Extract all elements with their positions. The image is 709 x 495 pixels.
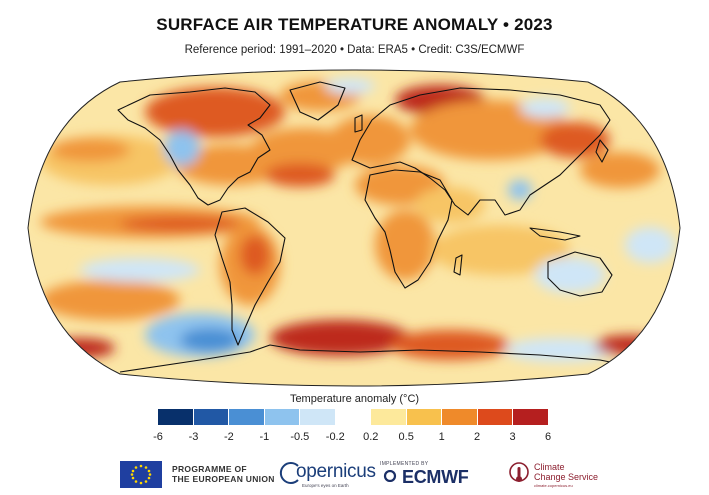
coast-africa bbox=[364, 169, 453, 289]
anomaly-nino-core bbox=[120, 216, 240, 232]
climate-thermometer-icon bbox=[509, 462, 529, 482]
anomaly-sw-pac-south bbox=[45, 338, 115, 358]
colorbar-tick-label: 3 bbox=[509, 431, 516, 443]
anomaly-wpac-cool bbox=[625, 227, 675, 263]
anomaly-arabia bbox=[415, 187, 485, 223]
coast-north-america bbox=[117, 87, 271, 206]
map-title: SURFACE AIR TEMPERATURE ANOMALY • 2023 bbox=[156, 15, 553, 34]
anomaly-weddell bbox=[270, 320, 410, 356]
colorbar-segment bbox=[193, 409, 230, 425]
coast-eurasia bbox=[351, 87, 611, 216]
colorbar-segment bbox=[229, 409, 265, 425]
logo-strip: PROGRAMME OF THE EUROPEAN UNION opernicu… bbox=[0, 458, 709, 488]
anomaly-australia-cool bbox=[535, 257, 605, 293]
map-subtitle: Reference period: 1991–2020 • Data: ERA5… bbox=[184, 44, 525, 56]
eu-line-2: THE EUROPEAN UNION bbox=[172, 474, 275, 484]
eu-line-1: PROGRAMME OF bbox=[172, 464, 247, 474]
colorbar-segment bbox=[513, 409, 549, 425]
anomaly-natl-core bbox=[265, 163, 335, 187]
ccs-url-text: climate.copernicus.eu bbox=[534, 483, 573, 488]
coast-antarctica bbox=[119, 344, 641, 373]
colorbar-tick-label: -1 bbox=[259, 431, 270, 443]
colorbar-tick-label: -6 bbox=[153, 431, 163, 443]
copernicus-tagline: Europe's eyes on Earth bbox=[302, 483, 349, 488]
anomaly-ross-cool bbox=[505, 338, 615, 362]
ecmwf-implemented-by: IMPLEMENTED BY bbox=[380, 461, 429, 467]
eu-flag-icon bbox=[120, 461, 162, 488]
colorbar-segment bbox=[335, 409, 372, 425]
anomaly-e-asia bbox=[540, 122, 610, 158]
anomaly-us-west-cool bbox=[164, 130, 200, 166]
colorbar-segment bbox=[442, 409, 478, 425]
colorbar-segment bbox=[264, 409, 301, 425]
anomaly-himalaya-cool bbox=[508, 180, 532, 200]
globe-outline bbox=[27, 69, 681, 387]
coast-japan bbox=[595, 139, 609, 163]
coast-indonesia bbox=[529, 227, 581, 241]
colorbar-tick-label: 1 bbox=[438, 431, 445, 443]
colorbar-segment bbox=[300, 409, 336, 425]
ecmwf-wordmark: ECMWF bbox=[402, 467, 469, 487]
coast-south-america bbox=[214, 207, 286, 346]
colorbar-tick-label: -2 bbox=[224, 431, 234, 443]
anomaly-sepac-cool bbox=[80, 258, 200, 282]
eu-programme-text: PROGRAMME OF THE EUROPEAN UNION bbox=[172, 464, 275, 484]
ecmwf-logo-icon bbox=[383, 470, 397, 482]
colorbar-segment bbox=[158, 409, 194, 425]
colorbar-tick-label: 0.5 bbox=[398, 431, 414, 443]
ccs-line-2: Change Service bbox=[534, 472, 599, 482]
anomaly-indian-ocean bbox=[430, 225, 570, 275]
colorbar-segment bbox=[477, 409, 514, 425]
anomaly-npac-core bbox=[50, 138, 130, 162]
copernicus-wordmark: opernicus bbox=[296, 461, 376, 482]
anomaly-amundsen-core bbox=[180, 328, 240, 352]
colorbar-tick-label: 2 bbox=[474, 431, 481, 443]
anomaly-europe bbox=[330, 115, 410, 165]
anomaly-spac bbox=[40, 280, 180, 320]
anomaly-pacific-japan bbox=[580, 152, 660, 188]
ccs-line-1: Climate bbox=[534, 462, 565, 472]
colorbar-tick-label: -0.2 bbox=[325, 431, 345, 443]
colorbar-tick-label: 6 bbox=[544, 431, 552, 443]
anomaly-siberia-cool bbox=[520, 98, 570, 118]
colorbar-segment bbox=[406, 409, 443, 425]
climate-change-service-text: Climate Change Service bbox=[534, 462, 598, 482]
copernicus-c-icon bbox=[279, 462, 299, 484]
anomaly-e-antarctica bbox=[390, 330, 510, 360]
coast-australia bbox=[547, 251, 613, 297]
coast-greenland bbox=[289, 81, 346, 121]
anomaly-arctic-cool bbox=[325, 78, 375, 94]
anomaly-samerica-core bbox=[240, 235, 270, 275]
legend-title: Temperature anomaly (°C) bbox=[289, 393, 420, 405]
coast-madagascar bbox=[453, 254, 463, 276]
colorbar bbox=[158, 409, 549, 425]
coastlines bbox=[117, 81, 641, 373]
coast-uk bbox=[354, 114, 363, 133]
colorbar-tick-label: -0.5 bbox=[290, 431, 310, 443]
anomaly-africa bbox=[375, 210, 435, 280]
anomaly-canada bbox=[145, 87, 285, 137]
colorbar-segment bbox=[371, 409, 407, 425]
colorbar-tick-label: 0.2 bbox=[363, 431, 379, 443]
colorbar-tick-label: -3 bbox=[188, 431, 199, 443]
